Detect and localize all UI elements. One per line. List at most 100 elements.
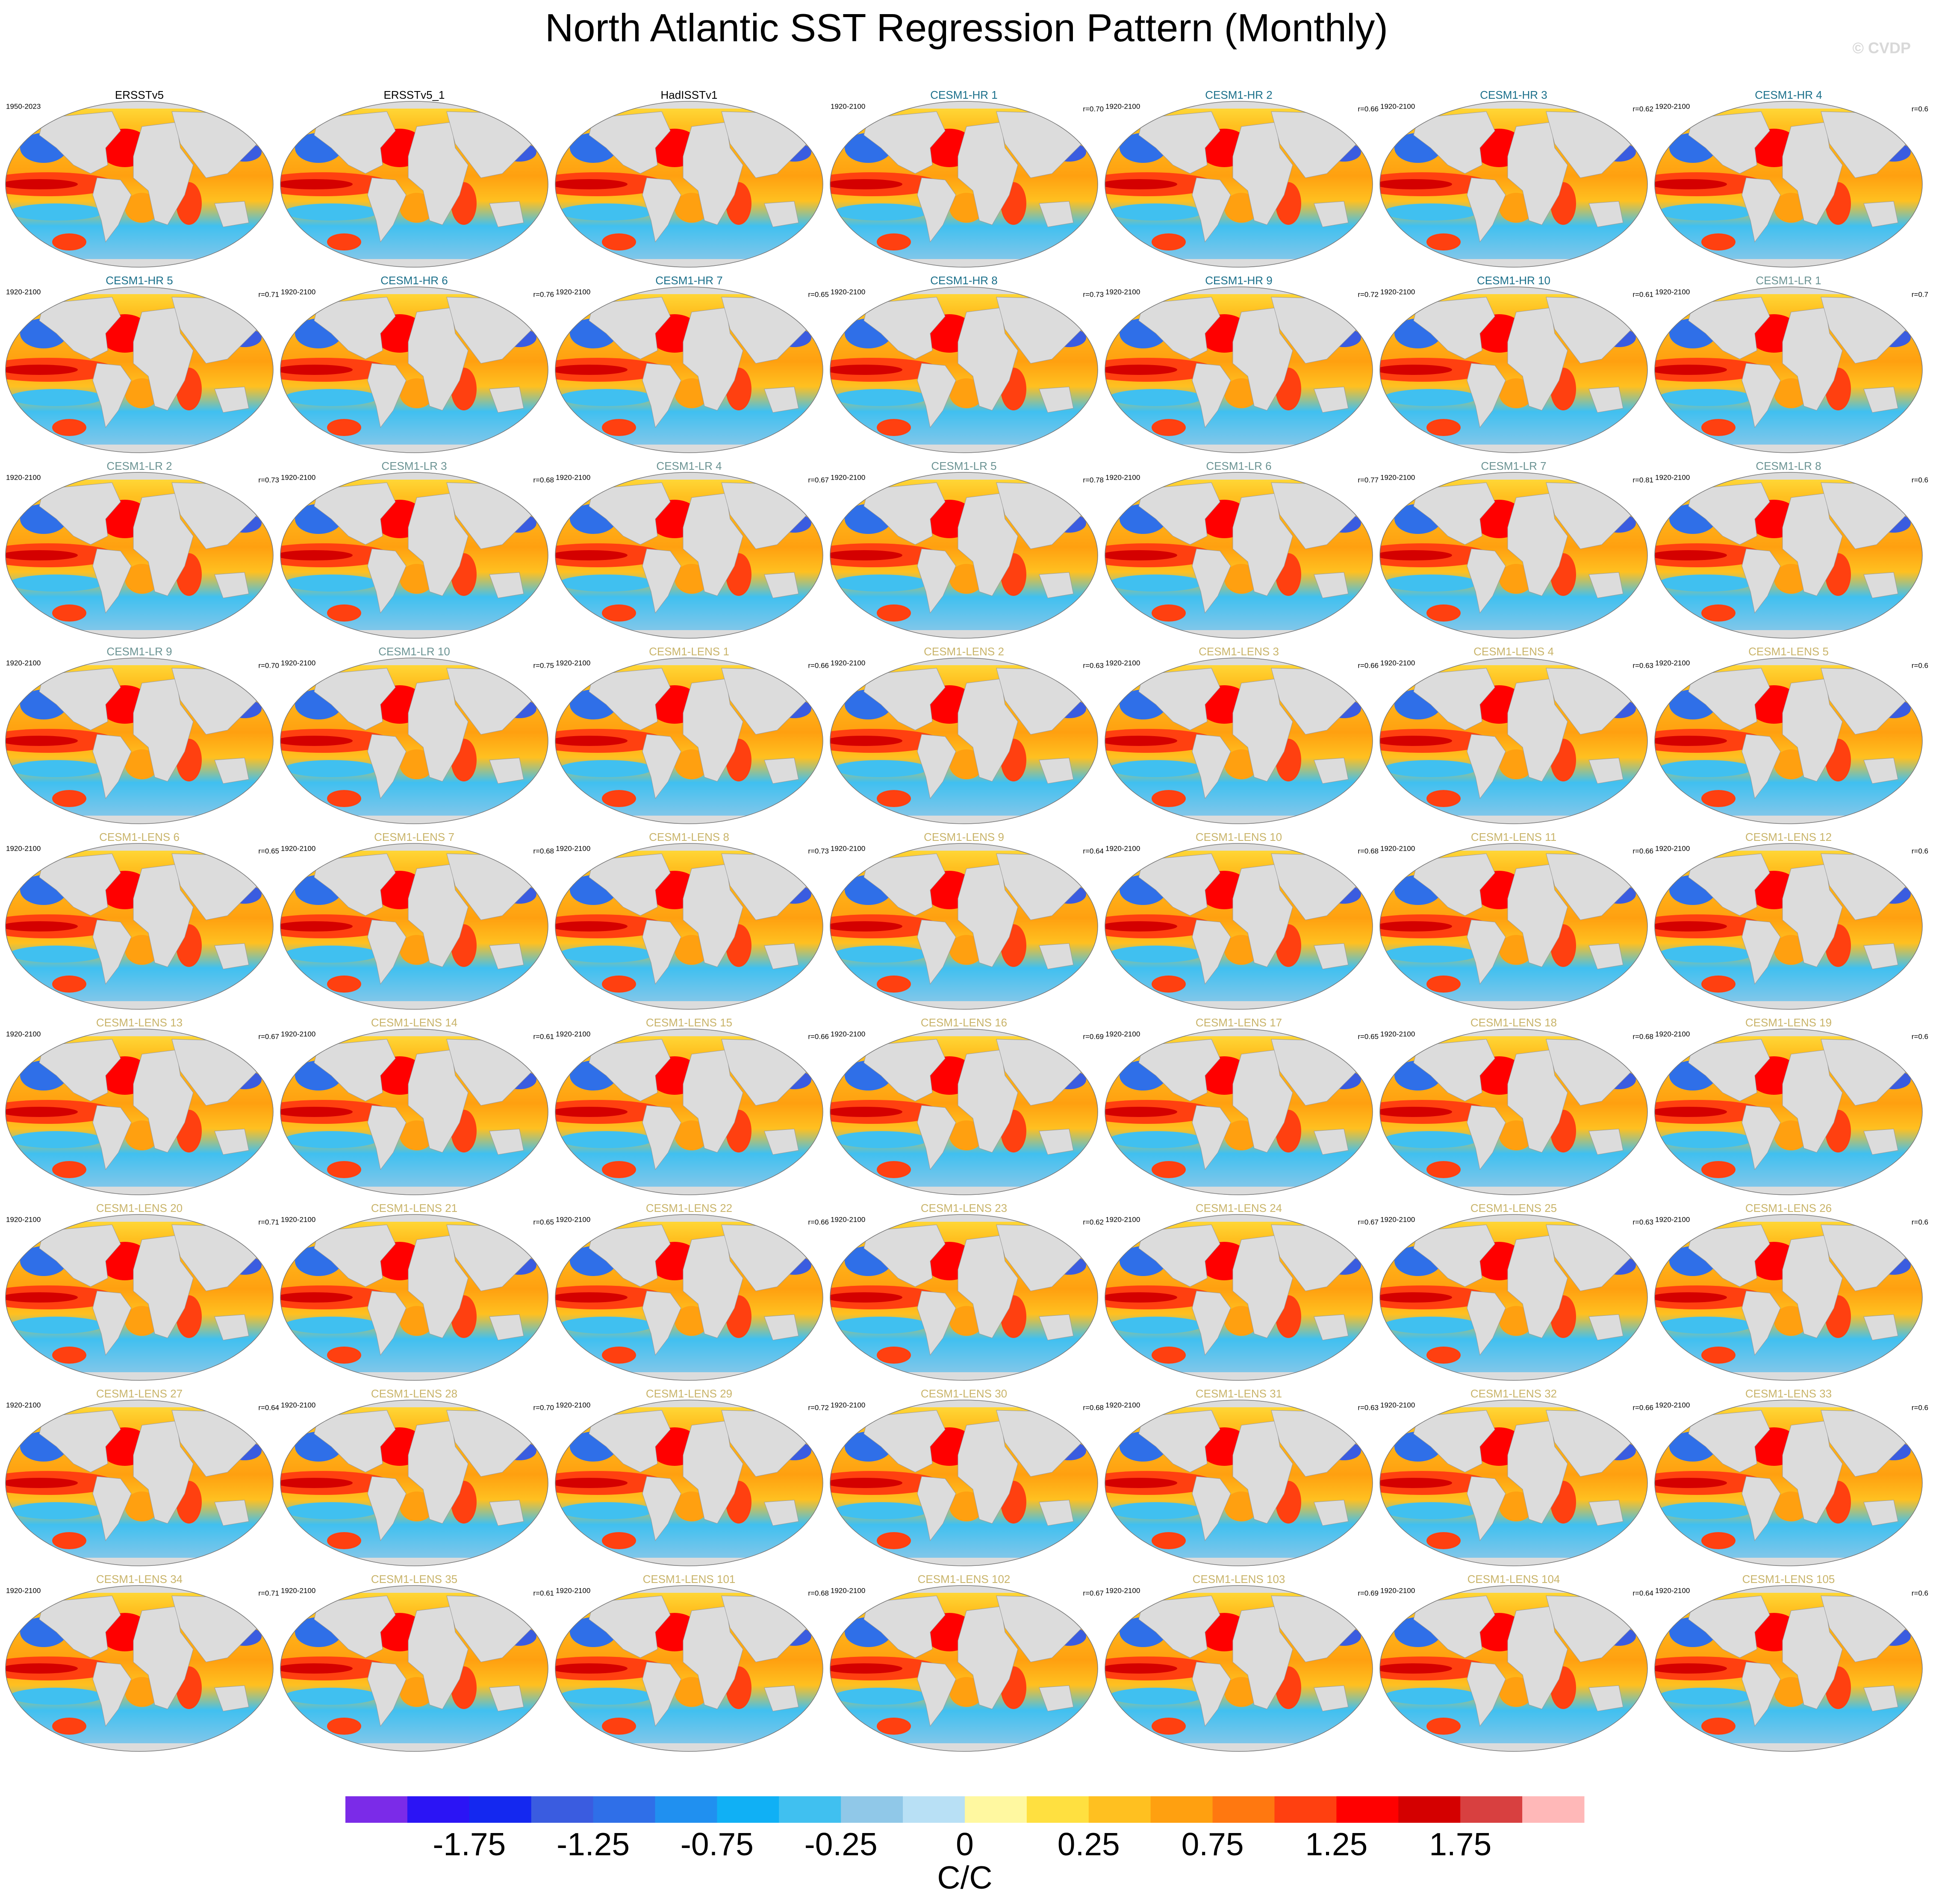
panel-years: 1920-2100 [281, 659, 315, 667]
panel-title: CESM1-LENS 27 [96, 1387, 183, 1400]
panel-correlation: r=0.73 [1083, 290, 1104, 298]
panel-years: 1920-2100 [6, 1030, 41, 1038]
map-panel [1354, 843, 1648, 1014]
panel-title: CESM1-LENS 35 [371, 1573, 457, 1586]
panel-correlation: r=0.62 [1083, 1218, 1104, 1226]
panel-title: CESM1-LR 1 [1756, 274, 1821, 287]
map-panel [254, 472, 548, 643]
panel-correlation: r=0.67 [1083, 1589, 1104, 1597]
panel-correlation: r=0.71 [258, 1218, 279, 1226]
colorbar-tick-label: -1.75 [433, 1826, 506, 1862]
panel-title: CESM1-LR 4 [656, 460, 722, 472]
colorbar-box [1150, 1796, 1213, 1823]
map-panel [804, 101, 1098, 272]
colorbar-tick-label: -0.25 [804, 1826, 878, 1862]
panel-title: CESM1-LENS 8 [649, 831, 729, 843]
panel-title: CESM1-LENS 1 [649, 645, 729, 658]
map-panel [254, 657, 548, 828]
panel-years: 1920-2100 [1380, 473, 1415, 481]
panel-title: CESM1-LR 7 [1481, 460, 1546, 472]
panel-title: CESM1-LENS 22 [646, 1202, 732, 1214]
map-panel [1629, 1400, 1923, 1571]
panel-years: 1920-2100 [1380, 1586, 1415, 1595]
map-panel [804, 657, 1098, 828]
panel-years: 1920-2100 [1105, 659, 1140, 667]
panel-title: CESM1-LENS 19 [1745, 1016, 1832, 1029]
panel-title: CESM1-LENS 28 [371, 1387, 457, 1400]
panel-years: 1920-2100 [1105, 473, 1140, 481]
panel-years: 1920-2100 [1655, 1401, 1690, 1409]
colorbar-box [1274, 1796, 1337, 1823]
panel-years: 1920-2100 [556, 1401, 590, 1409]
panel-title: CESM1-HR 7 [655, 274, 722, 287]
panel-correlation: r=0.64 [258, 1403, 279, 1412]
panel-years: 1920-2100 [6, 288, 41, 296]
panel-years: 1920-2100 [1105, 1030, 1140, 1038]
panel-years: 1920-2100 [556, 473, 590, 481]
map-panel [1079, 101, 1373, 272]
map-panel [1079, 1400, 1373, 1571]
panel-title: CESM1-LR 6 [1206, 460, 1271, 472]
map-panel [0, 1585, 274, 1756]
panel-title: CESM1-LENS 30 [921, 1387, 1007, 1400]
panel-years: 1920-2100 [1655, 1586, 1690, 1595]
panel-correlation: r=0.66 [1358, 105, 1379, 113]
panel-correlation: r=0.61 [1632, 290, 1653, 298]
panel-years: 1920-2100 [1380, 659, 1415, 667]
colorbar-box [1460, 1796, 1523, 1823]
map-panel [804, 472, 1098, 643]
panel-correlation: r=0.65 [808, 290, 829, 298]
panel-years: 1920-2100 [1380, 1030, 1415, 1038]
panel-years: 1920-2100 [281, 473, 315, 481]
map-panel [1629, 1029, 1923, 1200]
map-panel [254, 286, 548, 457]
panel-years: 1950-2023 [6, 102, 41, 110]
panel-title: CESM1-LENS 104 [1467, 1573, 1560, 1586]
panel-years: 1920-2100 [1655, 659, 1690, 667]
panel-years: 1920-2100 [281, 1215, 315, 1223]
panel-years: 1920-2100 [831, 473, 865, 481]
panel-title: CESM1-LENS 32 [1470, 1387, 1557, 1400]
map-panel [529, 472, 823, 643]
panel-years: 1920-2100 [281, 844, 315, 852]
panel-title: CESM1-LENS 2 [924, 645, 1004, 658]
panel-title: CESM1-HR 6 [380, 274, 448, 287]
panel-correlation: r=0.6 [1912, 1403, 1928, 1412]
map-panel [254, 1585, 548, 1756]
panel-title: CESM1-LENS 5 [1748, 645, 1829, 658]
panel-correlation: r=0.68 [1358, 847, 1379, 855]
panel-correlation: r=0.6 [1912, 1032, 1928, 1040]
panel-correlation: r=0.63 [1632, 1218, 1653, 1226]
panel-years: 1920-2100 [556, 1586, 590, 1595]
panel-correlation: r=0.68 [533, 847, 554, 855]
map-panel [1354, 1214, 1648, 1385]
map-panel [254, 1029, 548, 1200]
map-panel [1079, 1214, 1373, 1385]
panel-title: CESM1-LR 3 [381, 460, 447, 472]
panel-correlation: r=0.65 [533, 1218, 554, 1226]
map-panel [254, 843, 548, 1014]
panel-correlation: r=0.6 [1912, 1589, 1928, 1597]
panel-title: CESM1-LENS 29 [646, 1387, 732, 1400]
colorbar-label: C/C [937, 1860, 992, 1895]
panel-correlation: r=0.66 [1358, 661, 1379, 669]
colorbar-box [469, 1796, 532, 1823]
panel-years: 1920-2100 [1105, 288, 1140, 296]
panel-correlation: r=0.68 [1632, 1032, 1653, 1040]
colorbar-box [779, 1796, 841, 1823]
panel-title: CESM1-LR 5 [931, 460, 996, 472]
panel-title: CESM1-LENS 20 [96, 1202, 183, 1214]
panel-title: CESM1-LENS 26 [1745, 1202, 1832, 1214]
panel-title: CESM1-LENS 6 [99, 831, 180, 843]
panel-years: 1920-2100 [1380, 288, 1415, 296]
map-panel [804, 1585, 1098, 1756]
panel-years: 1920-2100 [831, 1030, 865, 1038]
panel-correlation: r=0.67 [808, 476, 829, 484]
figure-title: North Atlantic SST Regression Pattern (M… [545, 6, 1388, 50]
panel-correlation: r=0.64 [1632, 1589, 1653, 1597]
map-panel [1629, 472, 1923, 643]
panel-title: CESM1-LENS 25 [1470, 1202, 1557, 1214]
panel-correlation: r=0.6 [1912, 105, 1928, 113]
panel-years: 1920-2100 [831, 288, 865, 296]
panel-years: 1920-2100 [281, 1401, 315, 1409]
